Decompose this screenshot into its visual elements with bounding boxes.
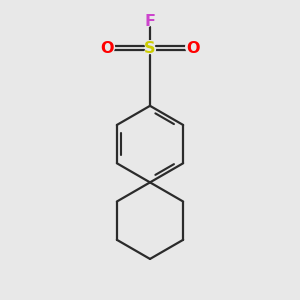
Text: S: S bbox=[144, 41, 156, 56]
Text: S: S bbox=[143, 39, 157, 58]
Text: O: O bbox=[100, 41, 114, 56]
Text: O: O bbox=[184, 39, 201, 58]
Text: F: F bbox=[145, 14, 155, 29]
Text: O: O bbox=[186, 41, 200, 56]
Text: F: F bbox=[143, 12, 157, 32]
Text: O: O bbox=[99, 39, 116, 58]
